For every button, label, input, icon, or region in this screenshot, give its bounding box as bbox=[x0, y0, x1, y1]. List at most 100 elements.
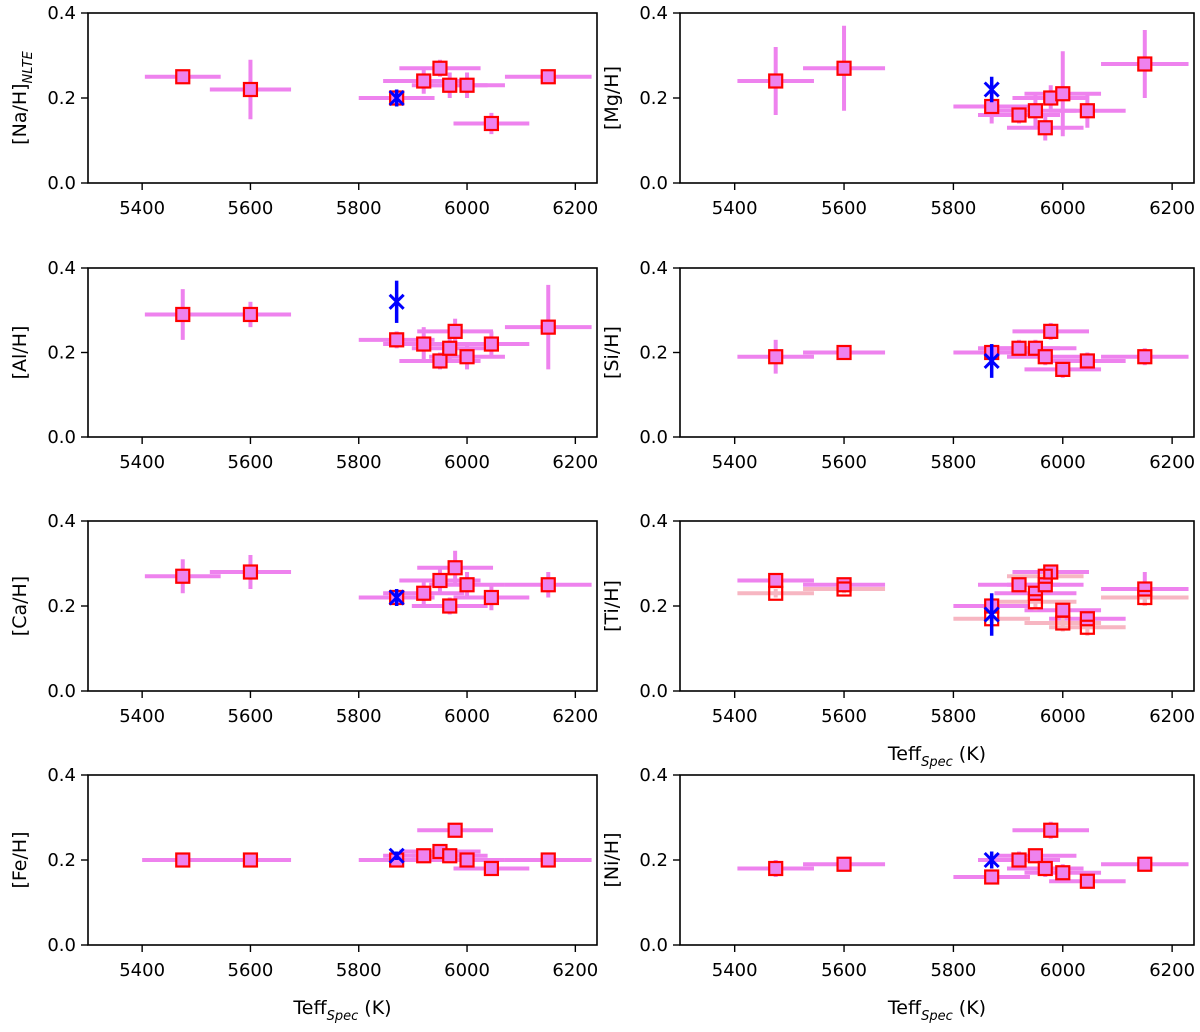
x-tick-label: 5400 bbox=[119, 960, 165, 981]
x-axis-label-unit: (K) bbox=[953, 743, 986, 765]
x-tick-label: 6200 bbox=[552, 960, 598, 981]
y-tick-label: 0.4 bbox=[47, 3, 76, 24]
x-tick-label: 6200 bbox=[1149, 706, 1195, 727]
data-point-marker bbox=[1079, 353, 1095, 369]
data-point-marker bbox=[459, 577, 475, 593]
subplot-8: 5400 5600 5800 6000 6200 0.0 0.2 0.4 [Ni/H] TeffS… bbox=[601, 765, 1195, 1024]
y-tick-label: 0.4 bbox=[47, 511, 76, 532]
data-point-marker bbox=[459, 77, 475, 93]
x-axis-label-subscript: Spec bbox=[921, 1009, 953, 1024]
reference-point-marker bbox=[388, 89, 405, 107]
reference-point-marker bbox=[983, 851, 1000, 869]
plot-frame bbox=[679, 12, 1195, 184]
x-tick-label: 5800 bbox=[336, 452, 382, 473]
data-point-marker bbox=[242, 306, 259, 323]
y-tick-label: 0.2 bbox=[47, 88, 76, 109]
y-axis-label-text: [Si/H] bbox=[601, 326, 623, 379]
y-tick-label: 0.4 bbox=[47, 765, 76, 786]
x-tick-label: 5400 bbox=[712, 198, 758, 219]
reference-point-marker bbox=[388, 293, 405, 310]
x-tick-label: 6000 bbox=[1040, 198, 1086, 219]
y-tick-label: 0.2 bbox=[639, 88, 668, 109]
x-tick-label: 5800 bbox=[930, 960, 976, 981]
y-tick-label: 0.0 bbox=[47, 935, 76, 956]
y-axis-label-text: [Al/H] bbox=[9, 326, 31, 380]
data-point-marker bbox=[442, 340, 458, 356]
y-tick-label: 0.0 bbox=[47, 681, 76, 702]
data-point-marker bbox=[1027, 594, 1044, 610]
x-tick-label: 6000 bbox=[444, 198, 490, 219]
y-axis-label: [Ti/H] bbox=[601, 580, 623, 632]
data-point-marker bbox=[768, 585, 784, 601]
data-point-marker bbox=[242, 852, 259, 868]
data-point-marker bbox=[459, 349, 475, 365]
y-axis-label: [Na/H]NLTE bbox=[9, 50, 36, 144]
reference-point-marker bbox=[388, 589, 405, 606]
data-point-marker bbox=[984, 869, 1000, 885]
x-axis-label-text: Teff bbox=[292, 997, 327, 1019]
plot-frame bbox=[679, 267, 1195, 438]
data-point-marker bbox=[768, 349, 784, 365]
data-point-marker bbox=[1137, 581, 1153, 597]
plot-frame bbox=[679, 774, 1195, 946]
reference-point-marker bbox=[983, 352, 1000, 370]
y-tick-label: 0.0 bbox=[639, 173, 668, 194]
data-point-marker bbox=[483, 860, 500, 877]
data-point-marker bbox=[432, 60, 448, 76]
data-point-marker bbox=[1055, 602, 1071, 618]
x-tick-label: 6000 bbox=[1040, 452, 1086, 473]
data-point-marker bbox=[483, 336, 500, 352]
y-tick-label: 0.2 bbox=[639, 596, 668, 617]
y-tick-label: 0.2 bbox=[47, 850, 76, 871]
y-axis-label-text: [Na/H] bbox=[9, 83, 31, 144]
x-tick-label: 6000 bbox=[444, 706, 490, 727]
data-point-marker bbox=[442, 598, 458, 614]
data-point-marker bbox=[459, 852, 475, 868]
data-point-marker bbox=[242, 81, 259, 98]
x-tick-label: 6200 bbox=[1149, 960, 1195, 981]
data-point-marker bbox=[175, 306, 191, 323]
x-tick-label: 6200 bbox=[1149, 452, 1195, 473]
x-tick-label: 5800 bbox=[930, 706, 976, 727]
x-tick-label: 5800 bbox=[930, 452, 976, 473]
x-tick-label: 6200 bbox=[1149, 198, 1195, 219]
data-point-marker bbox=[1137, 856, 1153, 872]
x-tick-label: 5400 bbox=[712, 706, 758, 727]
y-axis-label: [Mg/H] bbox=[601, 66, 623, 130]
x-axis-label-subscript: Spec bbox=[327, 1009, 359, 1024]
y-axis-label-text: [Fe/H] bbox=[9, 831, 31, 888]
x-tick-label: 5400 bbox=[119, 706, 165, 727]
data-point-marker bbox=[1037, 349, 1053, 365]
data-point-marker bbox=[416, 848, 432, 864]
data-point-marker bbox=[836, 577, 852, 593]
data-point-marker bbox=[1079, 619, 1095, 635]
data-point-marker bbox=[1043, 822, 1059, 838]
x-tick-label: 6000 bbox=[444, 452, 490, 473]
y-axis-label-text: [Ti/H] bbox=[601, 580, 623, 632]
y-tick-label: 0.0 bbox=[639, 935, 668, 956]
data-point-marker bbox=[1011, 340, 1027, 356]
subplot-4: 5400 5600 5800 6000 6200 0.0 0.2 0.4 [Si/H] bbox=[601, 258, 1195, 473]
x-tick-label: 6000 bbox=[1040, 960, 1086, 981]
x-axis-label: TeffSpec (K) bbox=[887, 743, 986, 770]
x-tick-label: 5400 bbox=[119, 452, 165, 473]
data-point-marker bbox=[483, 589, 500, 606]
data-point-marker bbox=[442, 848, 458, 864]
data-point-marker bbox=[1037, 568, 1053, 584]
data-point-marker bbox=[1037, 577, 1053, 593]
y-axis-label: [Si/H] bbox=[601, 326, 623, 379]
x-tick-label: 5600 bbox=[821, 960, 867, 981]
data-point-marker bbox=[540, 577, 556, 593]
y-axis-label: [Ca/H] bbox=[9, 576, 31, 636]
data-point-marker bbox=[540, 69, 556, 85]
data-point-marker bbox=[768, 572, 784, 589]
data-point-marker bbox=[432, 353, 448, 369]
x-tick-label: 5600 bbox=[821, 452, 867, 473]
data-point-marker bbox=[242, 564, 259, 580]
x-axis-label-unit: (K) bbox=[953, 997, 986, 1019]
y-tick-label: 0.4 bbox=[639, 258, 668, 279]
data-point-marker bbox=[442, 77, 458, 93]
data-point-marker bbox=[1037, 860, 1053, 877]
reference-point-marker bbox=[388, 847, 405, 864]
x-tick-label: 6200 bbox=[552, 452, 598, 473]
